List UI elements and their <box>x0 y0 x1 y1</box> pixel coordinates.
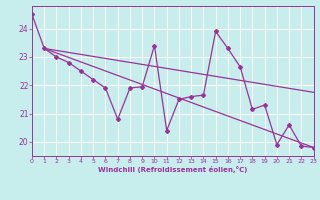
X-axis label: Windchill (Refroidissement éolien,°C): Windchill (Refroidissement éolien,°C) <box>98 166 247 173</box>
